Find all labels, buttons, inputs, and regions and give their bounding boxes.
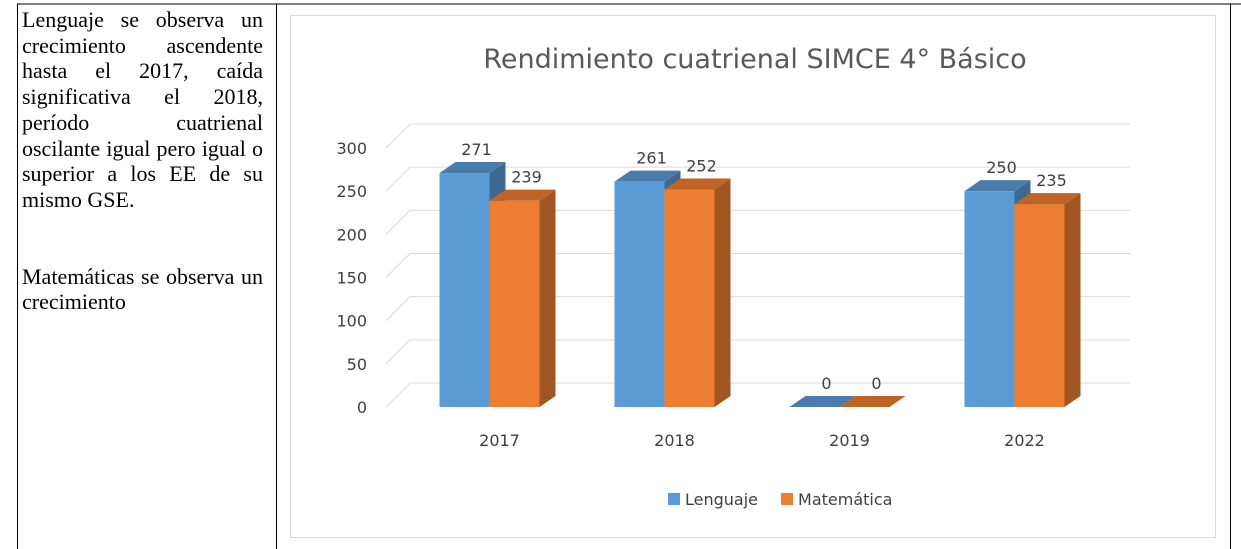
x-tick-label: 2019 xyxy=(829,431,870,450)
bar-front xyxy=(489,200,540,407)
legend-label: Lenguaje xyxy=(685,490,758,509)
bar-top xyxy=(614,170,681,182)
bar-front xyxy=(614,181,665,407)
value-label: 0 xyxy=(821,374,831,393)
bar-side xyxy=(714,178,731,407)
bar-front xyxy=(1014,204,1065,407)
grid-line xyxy=(385,296,1130,322)
value-label: 0 xyxy=(871,374,881,393)
value-label: 261 xyxy=(636,149,667,168)
x-tick-label: 2018 xyxy=(654,431,695,450)
y-tick-label: 150 xyxy=(336,269,367,288)
paragraph: Matemáticas se observa un crecimiento xyxy=(22,263,263,315)
grid-line xyxy=(385,339,1130,365)
bar-front xyxy=(964,191,1015,407)
y-tick-label: 100 xyxy=(336,312,367,331)
grid-line xyxy=(385,123,1130,149)
bar-top xyxy=(664,178,731,190)
legend-label: Matemática xyxy=(798,490,892,509)
y-tick-label: 50 xyxy=(347,355,367,374)
bar-top xyxy=(964,180,1031,192)
y-tick-label: 0 xyxy=(357,398,367,417)
bar-front xyxy=(664,189,715,407)
y-tick-label: 300 xyxy=(336,139,367,158)
grid-line xyxy=(385,382,1130,408)
bar-top xyxy=(439,162,506,174)
grid-line xyxy=(385,253,1130,278)
legend-swatch xyxy=(668,493,680,505)
y-tick-label: 250 xyxy=(336,182,367,201)
bar-side xyxy=(539,189,556,407)
value-label: 250 xyxy=(986,158,1017,177)
x-tick-label: 2022 xyxy=(1004,431,1045,450)
bar-top xyxy=(1014,193,1081,205)
text-cell: Lenguaje se observa un crecimiento ascen… xyxy=(22,7,263,315)
chart-frame xyxy=(290,15,1216,538)
bar-side xyxy=(1064,193,1081,407)
legend-swatch xyxy=(781,493,794,505)
chart-title: Rendimiento cuatrienal SIMCE 4° Básico xyxy=(483,44,1026,75)
value-label: 239 xyxy=(511,168,542,187)
paragraph: Lenguaje se observa un crecimiento ascen… xyxy=(22,7,263,212)
bar-top xyxy=(489,189,556,201)
value-label: 252 xyxy=(686,156,717,175)
y-tick-label: 200 xyxy=(336,225,367,244)
grid-line xyxy=(385,166,1130,192)
value-label: 271 xyxy=(461,140,492,159)
grid-line xyxy=(385,209,1130,235)
bar-top xyxy=(839,396,906,407)
x-tick-label: 2017 xyxy=(479,431,520,450)
bar-top xyxy=(789,396,856,407)
value-label: 235 xyxy=(1036,171,1067,190)
bar-front xyxy=(439,173,490,407)
